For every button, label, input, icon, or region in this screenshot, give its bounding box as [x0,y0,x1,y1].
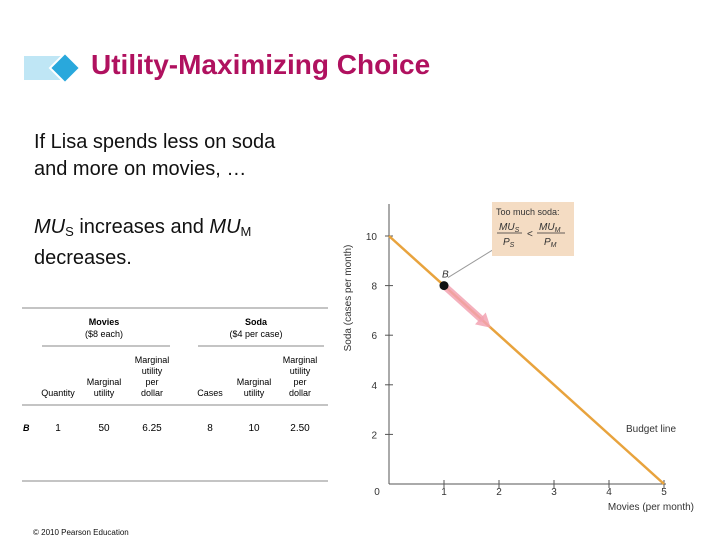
annotation-bg [492,202,574,256]
annotation-lhs-den: PS [503,237,515,249]
mu-m-label: MU [209,216,241,238]
cell-mupd-movies: 6.25 [142,423,162,434]
mu-s-subscript: S [65,224,74,239]
x-tick-label-0: 0 [374,487,380,498]
col-mu-movies-2: utility [94,388,115,398]
x-tick-label-4: 4 [606,487,612,498]
diamond-icon [48,51,82,85]
col-mu-movies-1: Marginal [87,377,122,387]
col-mupd-movies-2: utility [142,366,163,376]
x-tick-label-2: 2 [496,487,502,498]
soda-header: Soda [245,317,268,327]
col-quantity: Quantity [41,388,75,398]
x-tick-label-1: 1 [441,487,447,498]
cell-mu-soda: 10 [248,423,260,434]
col-mu-soda-2: utility [244,388,265,398]
x-tick-label-3: 3 [551,487,557,498]
annotation-rhs-den: PM [544,237,557,249]
body-line-1: If Lisa spends less on soda [34,131,276,153]
mu-s-label: MU [34,216,66,238]
cell-quantity: 1 [55,423,61,434]
cell-mupd-soda: 2.50 [290,423,310,434]
marginal-utility-table: Movies ($8 each) Soda ($4 per case) Marg… [22,307,328,482]
y-tick-label-2: 2 [371,430,377,441]
movies-header: Movies [89,317,120,327]
y-tick-label-8: 8 [371,282,377,293]
body-line-3: MUS increases and MUM [34,214,251,245]
col-mupd-movies-4: dollar [141,388,163,398]
movement-arrowhead [474,312,491,328]
col-mupd-movies-3: per [145,377,158,387]
y-tick-label-6: 6 [371,331,377,342]
soda-subheader: ($4 per case) [229,329,282,339]
title-decoration [24,51,82,85]
y-axis-label: Soda (cases per month) [343,245,354,352]
annotation-heading: Too much soda: [496,207,560,217]
budget-line [388,235,665,485]
copyright-notice: © 2010 Pearson Education [33,528,129,537]
x-tick-label-5: 5 [661,487,667,498]
y-tick-label-4: 4 [371,381,377,392]
body-line-4: decreases. [34,247,132,269]
movies-subheader: ($8 each) [85,329,123,339]
body-paragraph-1: If Lisa spends less on soda and more on … [34,129,275,183]
annotation-operator: < [527,229,533,240]
annotation-lhs-num: MUS [499,222,520,234]
cell-mu-movies: 50 [98,423,110,434]
cell-cases: 8 [207,423,213,434]
point-b-label: B [442,270,449,281]
movement-arrow [440,282,484,322]
col-mupd-soda-4: dollar [289,388,311,398]
budget-line-label: Budget line [626,424,676,435]
slide-title: Utility-Maximizing Choice [91,49,431,80]
body-line-2: and more on movies, … [34,158,247,180]
col-mu-soda-1: Marginal [237,377,272,387]
y-tick-label-10: 10 [366,232,378,243]
col-mupd-soda-2: utility [290,366,311,376]
mu-m-subscript: M [240,224,252,239]
col-mupd-soda-3: per [293,377,306,387]
annotation-rhs-num: MUM [539,222,561,234]
col-cases: Cases [197,388,223,398]
x-axis-label: Movies (per month) [608,502,694,513]
body-paragraph-2: MUS increases and MUM decreases. [34,214,251,272]
col-mupd-soda-1: Marginal [283,355,318,365]
col-mupd-movies-1: Marginal [135,355,170,365]
budget-line-chart: 0 1 2 3 4 5 2 4 6 8 10 Soda (cases per month) Movi… [343,202,694,513]
row-label: B [23,423,30,433]
body-line-3-mid: increases and [73,216,210,238]
point-b-marker [439,281,449,291]
annotation-box: Too much soda: MUS PS < MUM PM [492,202,574,256]
